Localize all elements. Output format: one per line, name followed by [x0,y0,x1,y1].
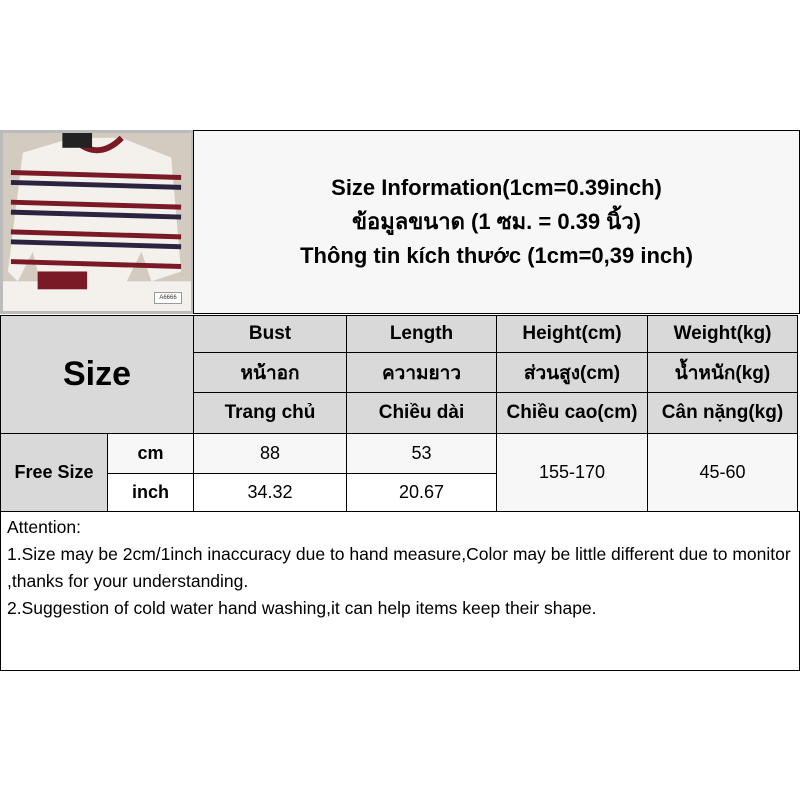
column-header-vi: Cân nặng(kg) [647,392,798,434]
weight-range: 45-60 [647,433,798,512]
bust-inch: 34.32 [193,473,347,512]
photo-tag: A6666 [154,292,182,304]
title-vi: Thông tin kích thước (1cm=0,39 inch) [300,243,693,268]
column-header-vi: Trang chủ [193,392,347,434]
column-header-en: Weight(kg) [647,315,798,353]
attention-line-2: 2.Suggestion of cold water hand washing,… [7,598,597,618]
column-header-vi: Chiều dài [346,392,497,434]
attention-notes: Attention: 1.Size may be 2cm/1inch inacc… [0,511,800,671]
column-header-vi: Chiều cao(cm) [496,392,648,434]
column-header-th: หน้าอก [193,352,347,393]
column-header-en: Bust [193,315,347,353]
column-header-th: ความยาว [346,352,497,393]
unit-inch: inch [107,473,194,512]
title-en: Size Information(1cm=0.39inch) [331,175,662,200]
column-header-en: Height(cm) [496,315,648,353]
attention-heading: Attention: [7,517,81,537]
column-header-th: น้ำหนัก(kg) [647,352,798,393]
column-header-en: Length [346,315,497,353]
unit-cm: cm [107,433,194,474]
size-info-title: Size Information(1cm=0.39inch) ข้อมูลขนา… [193,130,800,314]
sweater-image [3,133,191,311]
bust-cm: 88 [193,433,347,474]
title-th: ข้อมูลขนาด (1 ซม. = 0.39 นิ้ว) [351,209,641,234]
attention-line-1: 1.Size may be 2cm/1inch inaccuracy due t… [7,544,791,591]
column-header-th: ส่วนสูง(cm) [496,352,648,393]
length-inch: 20.67 [346,473,497,512]
height-range: 155-170 [496,433,648,512]
product-photo: A6666 [0,130,194,314]
size-header: Size [0,315,194,434]
free-size-label: Free Size [0,433,108,512]
length-cm: 53 [346,433,497,474]
